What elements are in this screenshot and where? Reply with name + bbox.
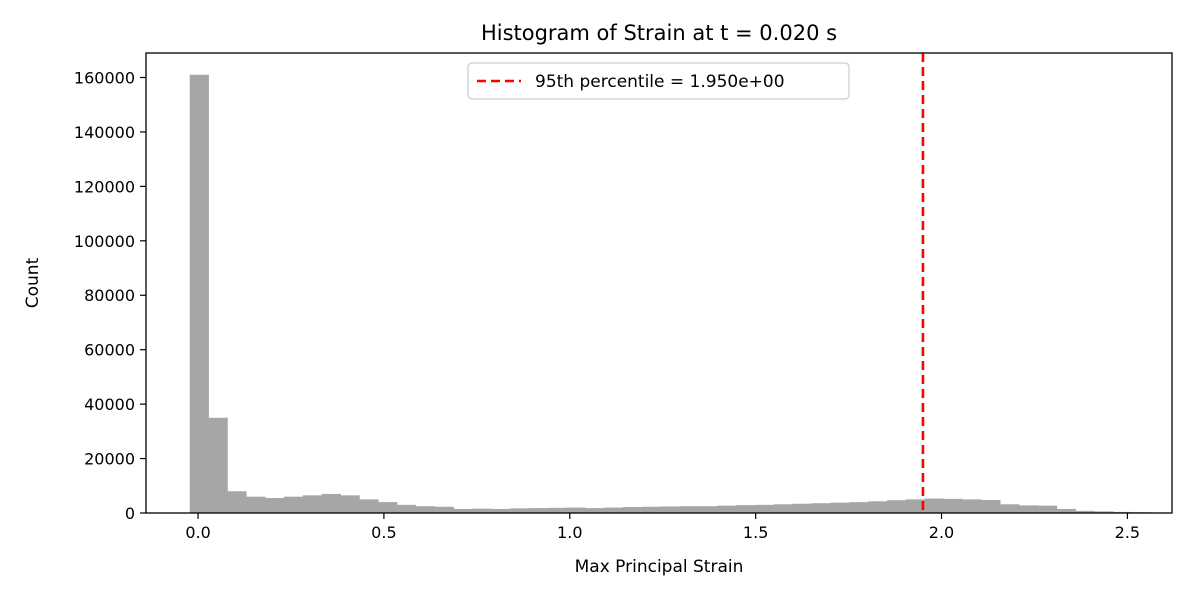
histogram-bar <box>227 491 247 513</box>
y-tick-label: 20000 <box>84 450 135 469</box>
x-tick-label: 2.0 <box>929 523 954 542</box>
histogram-bar <box>1018 505 1039 513</box>
x-tick-label: 2.5 <box>1115 523 1140 542</box>
y-tick-label: 160000 <box>74 68 135 87</box>
histogram-bar <box>642 506 662 513</box>
legend-box <box>467 62 850 100</box>
histogram-bar <box>679 506 699 513</box>
histogram-bar <box>849 502 869 513</box>
histogram-bar <box>340 495 360 513</box>
histogram-bar <box>283 496 304 513</box>
y-tick-label: 0 <box>125 504 135 523</box>
x-tick-label: 0.5 <box>371 523 396 542</box>
y-tick-label: 80000 <box>84 286 135 305</box>
x-tick-label: 0.0 <box>185 523 210 542</box>
histogram-bar <box>434 506 454 513</box>
histogram-bar <box>396 504 417 513</box>
chart-title: Histogram of Strain at t = 0.020 s <box>481 21 837 45</box>
histogram-bar <box>547 507 568 513</box>
legend-entry-label: 95th percentile = 1.950e+00 <box>535 72 785 92</box>
histogram-bar <box>528 508 549 513</box>
histogram-bar <box>566 507 586 513</box>
y-tick-label: 60000 <box>84 341 135 360</box>
histogram-bar <box>924 498 944 513</box>
histogram-bar <box>717 505 737 513</box>
histogram-bar <box>415 506 436 513</box>
histogram-bar <box>491 508 511 513</box>
y-tick-label: 140000 <box>74 123 135 142</box>
bars-layer <box>189 74 1171 513</box>
y-axis: 0 20000 40000 60000 80000 100000 120000 140000 1… <box>74 68 146 523</box>
histogram-bar <box>773 504 794 513</box>
histogram-bar <box>811 503 831 513</box>
histogram-bar <box>1075 510 1095 513</box>
histogram-bar <box>660 506 681 513</box>
histogram-bar <box>585 508 605 513</box>
histogram-bar <box>755 504 775 513</box>
histogram-bar <box>302 495 323 513</box>
histogram-bar <box>1056 508 1076 513</box>
histogram-bar <box>604 507 624 513</box>
histogram-bar <box>981 499 1001 513</box>
histogram-bar <box>246 496 266 513</box>
histogram-bar <box>905 499 926 513</box>
x-tick-label: 1.5 <box>743 523 768 542</box>
histogram-bar <box>359 499 379 513</box>
x-tick-label: 1.0 <box>557 523 582 542</box>
histogram-bar <box>265 498 285 513</box>
histogram-bar <box>868 501 888 513</box>
histogram-bar <box>698 506 718 513</box>
histogram-bar <box>792 503 813 513</box>
x-axis-label: Max Principal Strain <box>575 557 744 577</box>
histogram-bar <box>887 500 907 513</box>
legend: 95th percentile = 1.950e+00 <box>467 62 850 100</box>
histogram-bar <box>830 502 850 513</box>
histogram-bar <box>1094 511 1114 513</box>
histogram-bar <box>1037 505 1058 513</box>
histogram-bar <box>472 508 492 513</box>
y-tick-label: 40000 <box>84 395 135 414</box>
histogram-bar <box>962 499 982 513</box>
histogram-bar <box>623 507 643 513</box>
y-tick-label: 100000 <box>74 232 135 251</box>
histogram-bar <box>736 505 756 513</box>
histogram-bar <box>378 502 398 513</box>
histogram-bar <box>321 493 341 513</box>
histogram-bar <box>453 508 473 513</box>
plot-frame <box>145 52 1173 514</box>
histogram-bar <box>943 498 963 513</box>
histogram-bar <box>189 74 209 513</box>
y-tick-label: 120000 <box>74 177 135 196</box>
histogram-bar <box>208 417 228 513</box>
histogram-bar <box>510 508 530 513</box>
histogram-bar <box>1000 504 1020 513</box>
y-axis-label: Count <box>23 257 43 308</box>
x-axis: 0.0 0.5 1.0 1.5 2.0 2.5 <box>185 513 1140 542</box>
